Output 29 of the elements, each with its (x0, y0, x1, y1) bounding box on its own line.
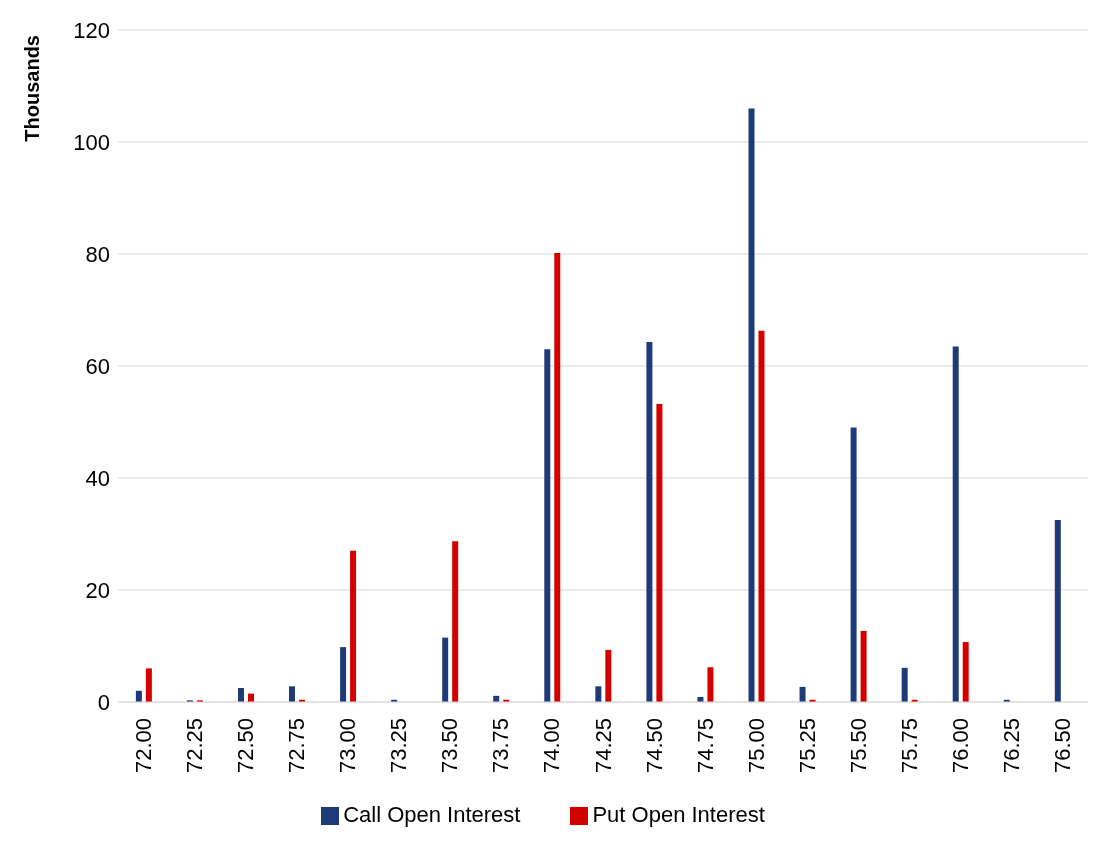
x-tick-label: 73.75 (488, 718, 514, 774)
legend-label: Call Open Interest (343, 802, 521, 827)
y-tick-label: 0 (97, 689, 110, 715)
x-tick-label: 74.25 (590, 718, 616, 774)
y-tick-label: 40 (85, 465, 110, 491)
x-tick-label: 74.75 (692, 718, 718, 774)
x-tick-label: 73.50 (437, 718, 463, 774)
x-tick-label: 75.50 (845, 718, 871, 774)
x-tick-label: 72.50 (233, 718, 259, 774)
x-tick-label: 72.25 (182, 718, 208, 774)
y-axis-title: Thousands (21, 35, 44, 142)
y-tick-label: 80 (85, 241, 110, 267)
y-tick-label: 20 (85, 577, 110, 603)
x-tick-label: 76.25 (998, 718, 1024, 774)
x-tick-label: 72.75 (284, 718, 310, 774)
x-tick-label: 76.50 (1049, 718, 1075, 774)
x-tick-label: 75.25 (794, 718, 820, 774)
legend-label: Put Open Interest (592, 802, 765, 827)
x-tick-label: 74.00 (539, 718, 565, 774)
x-tick-label: 76.00 (947, 718, 973, 774)
y-tick-label: 120 (73, 17, 110, 43)
x-tick-label: 75.00 (743, 718, 769, 774)
x-tick-label: 75.75 (896, 718, 922, 774)
x-tick-label: 72.00 (131, 718, 157, 774)
x-tick-label: 73.25 (386, 718, 412, 774)
x-tick-label: 74.50 (641, 718, 667, 774)
y-tick-label: 60 (85, 353, 110, 379)
y-tick-label: 100 (73, 129, 110, 155)
x-tick-label: 73.00 (335, 718, 361, 774)
